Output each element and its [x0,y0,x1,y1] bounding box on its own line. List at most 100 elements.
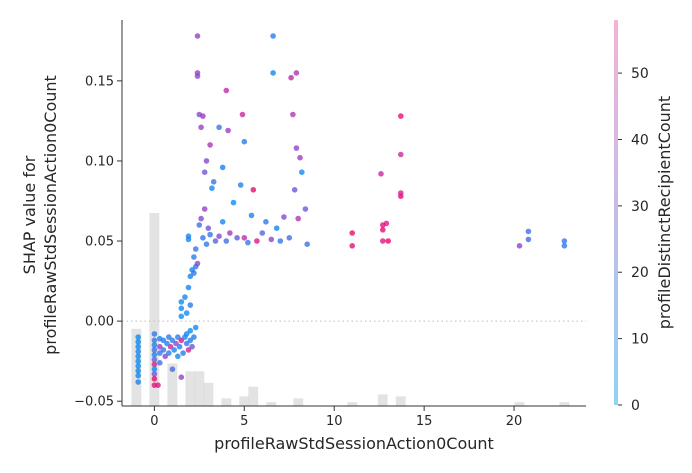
histogram-bar [203,382,214,406]
histogram-bar [293,398,304,406]
scatter-point [380,227,386,233]
scatter-point [191,270,197,276]
scatter-point [212,238,219,244]
scatter-point [187,327,194,334]
scatter-point [194,73,201,79]
scatter-point [164,340,170,347]
scatter-point [277,238,284,244]
scatter-point [183,331,190,337]
scatter-point [216,233,222,239]
scatter-point [239,111,246,118]
scatter-point [176,343,183,350]
scatter-point [248,212,255,219]
scatter-point [210,179,217,185]
scatter-point [525,236,532,243]
scatter-point [302,206,309,212]
scatter-point [561,243,568,249]
scatter-point [234,235,240,241]
y-tick-label: 0.15 [85,74,114,89]
x-tick-label: 20 [506,414,523,429]
scatter-point [200,235,206,241]
scatter-point [201,206,208,212]
scatter-point [516,243,523,249]
scatter-point [135,379,141,385]
scatter-point [295,215,302,222]
x-tick-label: 15 [416,414,433,429]
scatter-point [219,164,226,171]
scatter-point [207,231,213,238]
histogram-bar [248,386,259,406]
scatter-point [167,343,174,350]
scatter-point [157,350,163,356]
scatter-point [198,215,204,222]
scatter-point [380,238,386,244]
scatter-point [227,230,233,236]
y-axis-label-line-1: SHAP value for [20,155,39,274]
scatter-point [189,343,195,350]
scatter-point [178,305,185,312]
y-axis-label-line-2: profileRawStdSessionAction0Count [41,75,60,355]
scatter-point [135,334,141,340]
scatter-point [151,342,158,348]
scatter-point [135,353,141,360]
colorbar-ticks: 0 10 20 30 40 50 [618,66,649,414]
scatter-point [293,70,300,76]
scatter-point [349,243,356,249]
scatter-point [209,185,215,191]
histogram-bar [221,398,232,406]
scatter-point [183,340,190,347]
scatter-point [187,273,194,280]
scatter-point [160,337,167,344]
x-tick-label: 0 [150,414,158,429]
scatter-point [237,182,244,188]
scatter-point [270,70,276,76]
scatter-point [200,113,206,119]
scatter-point [225,127,231,134]
colorbar-label: profileDistinctRecipientCount [655,96,674,329]
scatter-point [525,228,532,235]
scatter-point [157,343,163,350]
scatter-point [288,74,294,81]
scatter-point [297,154,303,161]
scatter-point [207,142,213,148]
histogram-bar [377,394,388,406]
histogram-bar [149,213,160,406]
scatter-point [185,347,192,353]
scatter-point [383,220,390,227]
scatter-point [151,337,158,344]
scatter-point [398,190,404,196]
scatter-point [259,230,266,236]
scatter-point [304,241,311,247]
scatter-point [191,334,197,340]
histogram-bar [239,396,250,407]
scatter-point [268,236,275,243]
colorbar-tick-label: 20 [631,265,649,281]
histogram [131,213,570,407]
scatter-point [245,239,251,246]
scatter-point [385,238,392,244]
scatter-point [180,350,186,356]
scatter-point [185,236,192,243]
scatter-point [194,33,201,39]
scatter-point [281,214,287,220]
scatter-point [223,238,230,244]
scatter-point [398,151,404,158]
scatter-point [250,187,257,193]
scatter-point [192,324,199,331]
scatter-point [230,199,237,206]
scatter-point [223,87,230,94]
scatter-point [185,284,192,291]
scatter-point [135,348,141,355]
x-axis-label: profileRawStdSessionAction0Count [214,434,494,453]
scatter-point [187,302,194,308]
y-tick-label: 0.10 [85,154,114,169]
histogram-bar [514,402,525,406]
scatter-point [187,337,194,344]
scatter-point [162,353,168,360]
scatter-point [378,171,384,177]
x-tick-label: 5 [240,414,248,429]
scatter-point [241,235,248,241]
y-tick-label: −0.05 [74,395,114,410]
scatter-point [169,366,176,373]
scatter-point [178,374,185,381]
